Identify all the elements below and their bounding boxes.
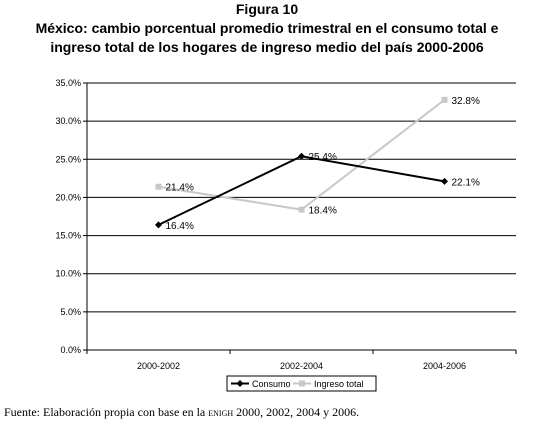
x-tick-label: 2000-2002 bbox=[137, 361, 180, 371]
series-layer bbox=[155, 96, 448, 229]
data-label: 16.4% bbox=[166, 221, 194, 232]
data-label: 25.4% bbox=[309, 152, 337, 163]
y-tick-label: 20.0% bbox=[55, 192, 81, 202]
data-point bbox=[441, 96, 448, 103]
y-tick-label: 5.0% bbox=[60, 307, 81, 317]
source-note: Fuente: Elaboración propia con base en l… bbox=[4, 405, 359, 420]
x-tick-label: 2002-2004 bbox=[280, 361, 323, 371]
source-suffix: 2000, 2002, 2004 y 2006. bbox=[233, 405, 360, 419]
data-label: 18.4% bbox=[309, 206, 337, 217]
y-tick-label: 10.0% bbox=[55, 269, 81, 279]
chart-title-line-2: ingreso total de los hogares de ingreso … bbox=[50, 39, 484, 55]
x-tick-label: 2004-2006 bbox=[423, 361, 466, 371]
series-line bbox=[158, 155, 445, 226]
data-point bbox=[155, 183, 162, 190]
legend-swatch-marker bbox=[236, 380, 244, 387]
data-label: 22.1% bbox=[452, 177, 480, 188]
legend: Consumo Ingreso total bbox=[226, 375, 377, 392]
y-tick-label: 15.0% bbox=[55, 231, 81, 241]
y-tick-label: 0.0% bbox=[60, 345, 81, 355]
data-label: 21.4% bbox=[166, 183, 194, 194]
series-ingreso-total bbox=[155, 96, 448, 213]
y-tick-label: 30.0% bbox=[55, 116, 81, 126]
data-label: 32.8% bbox=[452, 96, 480, 107]
legend-label: Consumo bbox=[252, 379, 291, 389]
figure-label: Figura 10 bbox=[235, 1, 299, 17]
label-layer: 16.4% 25.4% 22.1% 21.4% 18.4% 32.8% bbox=[166, 96, 480, 232]
legend-swatch-marker bbox=[299, 380, 305, 387]
legend-label: Ingreso total bbox=[314, 379, 364, 389]
data-point bbox=[298, 206, 305, 213]
series-consumo bbox=[155, 152, 448, 229]
data-point bbox=[298, 152, 305, 160]
data-point bbox=[441, 177, 448, 185]
y-tick-label: 25.0% bbox=[55, 154, 81, 164]
data-point bbox=[155, 221, 162, 229]
axis-layer: 0.0% 5.0% 10.0% 15.0% 20.0% 25.0% 30.0% 35.0% 20… bbox=[55, 78, 517, 371]
source-acronym: enigh bbox=[208, 405, 234, 419]
grid-layer bbox=[87, 82, 516, 313]
chart-title-line-1: México: cambio porcentual promedio trime… bbox=[35, 20, 499, 36]
source-prefix: Fuente: Elaboración propia con base en l… bbox=[4, 405, 209, 419]
y-tick-label: 35.0% bbox=[55, 78, 81, 88]
